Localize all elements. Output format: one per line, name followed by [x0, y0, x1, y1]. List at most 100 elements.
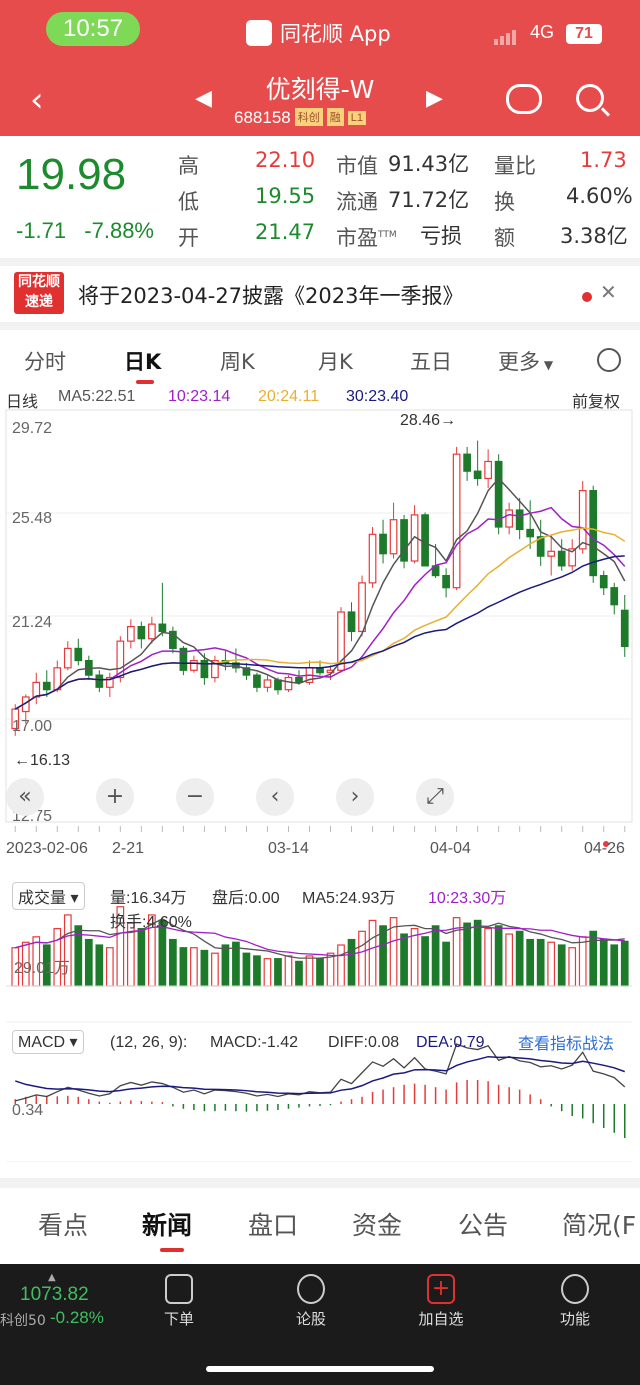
tab-weekly-k[interactable]: 周K — [220, 350, 255, 374]
candle — [547, 550, 556, 557]
candle — [452, 453, 461, 589]
open-value: 21.47 — [255, 220, 316, 244]
candle — [326, 669, 335, 674]
volume-bar — [242, 952, 251, 987]
tag-kechuang: 科创 — [294, 108, 323, 126]
candle — [599, 574, 608, 589]
close-icon[interactable]: ✕ — [600, 280, 617, 304]
volume-axis-label: 29.01万 — [14, 960, 71, 977]
volume-ratio-label: 量比 — [494, 154, 536, 178]
volume-bar — [368, 919, 377, 987]
tab-news[interactable]: 新闻 — [142, 1211, 193, 1240]
nav-functions[interactable]: 功能 — [540, 1274, 610, 1329]
candle — [116, 640, 125, 679]
y-tick: 25.48 — [12, 510, 53, 527]
ma10-value: 10:23.14 — [168, 388, 231, 405]
index-value[interactable]: 1073.82 — [20, 1284, 89, 1305]
candle — [158, 623, 167, 633]
settings-icon[interactable] — [597, 348, 621, 372]
candle — [536, 536, 545, 557]
zoom-out-icon[interactable]: − — [176, 778, 214, 816]
search-icon[interactable] — [576, 84, 604, 112]
tab-more[interactable]: 更多 ▼ — [498, 350, 554, 374]
macd-selector[interactable]: MACD ▾ — [12, 1030, 84, 1054]
dea-value: DEA:0.79 — [416, 1034, 485, 1051]
candle — [137, 625, 146, 640]
volume-bar — [379, 925, 387, 987]
volume-bar — [547, 941, 556, 987]
candle — [190, 659, 198, 671]
tag-level: L1 — [347, 111, 366, 125]
volume-bar — [568, 947, 577, 987]
candle — [148, 623, 156, 640]
kline-chart[interactable]: 日线 MA5:22.51 10:23.14 20:24.11 30:23.40 … — [0, 382, 640, 1162]
volume-bar — [421, 936, 429, 987]
candle — [95, 674, 104, 688]
scroll-left-icon[interactable]: ‹ — [256, 778, 294, 816]
stock-header: ‹ ◀ 优刻得-W 688158 科创融 L1 ▶ — [0, 66, 640, 136]
volume-value: 量:16.34万 — [110, 890, 187, 907]
turnover-value: 4.60% — [566, 184, 633, 208]
volume-bar — [620, 940, 629, 987]
fullscreen-icon[interactable]: ⤢ — [416, 778, 454, 816]
candle — [515, 509, 524, 531]
amount-value: 3.38亿 — [560, 224, 628, 248]
tab-five-day[interactable]: 五日 — [410, 350, 452, 374]
turnover-label: 换 — [494, 190, 515, 214]
volume-bar — [610, 944, 619, 987]
volume-bar — [410, 927, 419, 987]
adjust-mode[interactable]: 前复权 — [572, 394, 621, 411]
tab-capital[interactable]: 资金 — [352, 1211, 403, 1240]
volume-bar — [557, 944, 566, 987]
x-tick: 2023-02-06 — [6, 840, 88, 857]
collapse-icon[interactable]: « — [6, 778, 44, 816]
candle — [295, 676, 303, 684]
back-arrow-icon[interactable]: ‹ — [30, 80, 44, 120]
macd-params: (12, 26, 9): — [110, 1034, 188, 1051]
candle — [242, 667, 251, 676]
tab-profile[interactable]: 简况(F — [562, 1211, 637, 1240]
robot-assistant-icon[interactable] — [506, 84, 542, 114]
nav-discuss[interactable]: 论股 — [276, 1274, 346, 1329]
tab-highlights[interactable]: 看点 — [38, 1211, 89, 1240]
mcap-value: 91.43亿 — [388, 152, 470, 176]
x-tick: 03-14 — [268, 840, 309, 857]
prev-stock-icon[interactable]: ◀ — [195, 86, 212, 111]
change-pct: -7.88% — [84, 218, 154, 243]
candle — [126, 625, 135, 642]
candle — [200, 659, 209, 679]
tab-announcements[interactable]: 公告 — [458, 1211, 509, 1240]
tab-monthly-k[interactable]: 月K — [318, 350, 353, 374]
volume-bar — [179, 947, 188, 987]
clock: 10:57 — [46, 12, 140, 46]
indicator-strategy-link[interactable]: 查看指标战法 — [518, 1036, 615, 1053]
low-marker: ←16.13 — [14, 752, 71, 769]
expand-arrow-icon[interactable]: ▲ — [48, 1272, 56, 1283]
mcap-label: 市值 — [336, 154, 378, 178]
nav-add-watchlist[interactable]: + 加自选 — [418, 1274, 464, 1328]
x-tick: 2-21 — [112, 840, 145, 857]
float-value: 71.72亿 — [388, 188, 470, 212]
volume-bar — [326, 952, 335, 987]
volume-bar — [263, 958, 272, 987]
candle — [494, 460, 503, 528]
candle — [169, 630, 177, 650]
next-stock-icon[interactable]: ▶ — [426, 86, 443, 111]
volume-bar — [442, 941, 450, 987]
news-banner[interactable]: 同花顺 速递 将于2023-04-27披露《2023年一季报》 ✕ — [0, 258, 640, 322]
volume-bar — [190, 947, 198, 987]
volume-bar — [284, 955, 293, 987]
zoom-in-icon[interactable]: + — [96, 778, 134, 816]
candle — [32, 681, 41, 698]
tab-orderbook[interactable]: 盘口 — [248, 1211, 299, 1240]
tab-daily-k[interactable]: 日K — [124, 350, 162, 374]
diff-value: DIFF:0.08 — [328, 1034, 400, 1051]
candle — [442, 574, 450, 589]
candle — [473, 470, 482, 480]
tab-intraday[interactable]: 分时 — [24, 350, 66, 374]
volume-selector[interactable]: 成交量 ▾ — [12, 882, 85, 910]
scroll-right-icon[interactable]: › — [336, 778, 374, 816]
volume-bar — [347, 938, 356, 987]
nav-order[interactable]: 下单 — [144, 1274, 214, 1329]
volume-bar — [578, 936, 587, 987]
